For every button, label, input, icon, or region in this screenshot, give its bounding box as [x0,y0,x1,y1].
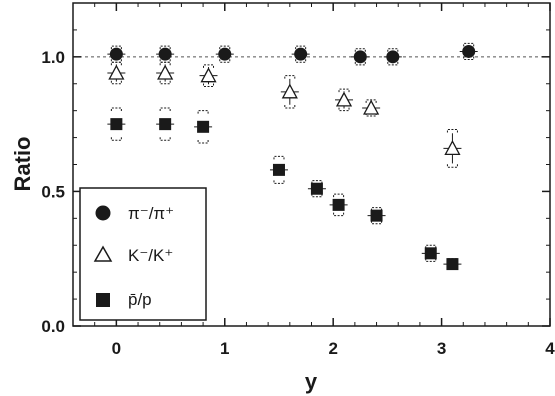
proton-point-sys-lower [371,220,383,225]
kaon-point-sys-lower [446,164,458,168]
x-tick-label: 4 [545,339,555,358]
proton-point [370,209,383,222]
kaon-point-sys-lower [110,80,122,85]
proton-point [110,118,123,131]
pion-point-sys-lower [295,59,307,63]
legend: π⁻/π⁺ K⁻/K⁺ p̄/p [79,187,207,321]
proton-point-sys-upper [311,180,323,184]
pion-point-sys-lower [387,61,399,66]
proton-point [310,182,323,195]
kaon-point-sys-upper [159,61,171,66]
kaon-point-sys-lower [284,104,296,109]
legend-marker-kaon [93,245,113,262]
y-axis-title: Ratio [10,137,35,192]
proton-point [197,120,210,133]
proton-point-sys-lower [273,180,285,184]
kaon-point-sys-upper [338,88,350,93]
pion-point-sys-upper [354,48,366,52]
y-tick-label: 0.5 [41,182,65,201]
kaon-point [108,64,125,80]
pion-point [462,44,476,58]
pion-point [386,50,400,64]
proton-point-sys-upper [333,193,345,198]
proton-point-sys-upper [371,207,383,211]
pion-point-sys-upper [110,45,122,50]
pion-point [353,50,367,64]
proton-point [159,118,172,131]
kaon-point [363,99,380,115]
pion-point-sys-lower [219,59,231,63]
legend-label-pion: π⁻/π⁺ [128,204,174,223]
y-tick-label: 0.0 [41,317,65,336]
x-axis-title: y [305,369,318,394]
kaon-point-sys-upper [203,64,215,68]
kaon-point [281,83,298,99]
pion-point-sys-upper [295,45,307,50]
pion-point-sys-lower [463,56,475,61]
kaon-point [335,91,353,107]
x-tick-label: 3 [437,339,446,358]
kaon-point-sys-lower [338,107,350,112]
kaon-point-sys-upper [110,61,122,66]
proton-point-sys-lower [333,212,345,217]
pion-point [109,47,123,61]
pion-point-sys-upper [387,48,399,52]
pion-point-sys-upper [219,45,231,50]
legend-marker-proton [96,293,110,307]
pion-point [218,47,232,61]
y-tick-label: 1.0 [41,48,65,67]
proton-point [446,258,459,271]
x-tick-label: 0 [112,339,121,358]
proton-point-sys-lower [425,258,437,262]
proton-point-sys-lower [110,137,122,141]
axis-tick-labels: 0 1 2 3 4 0.0 0.5 1.0 [41,48,555,358]
proton-point-sys-upper [159,107,171,111]
proton-point-sys-lower [197,139,209,144]
pion-point-sys-lower [354,61,366,66]
pion-point [158,47,172,61]
pion-point-sys-upper [463,42,475,47]
legend-label-proton: p̄/p [128,290,152,309]
pion-point [294,47,308,61]
proton-point-sys-lower [159,137,171,141]
proton-point-sys-upper [197,110,209,114]
proton-point [332,198,345,211]
proton-point-sys-lower [311,193,323,198]
legend-label-kaon: K⁻/K⁺ [128,246,173,265]
data-points [107,42,478,271]
kaon-point [200,67,217,83]
kaon-point-sys-lower [203,83,215,87]
proton-point [424,247,437,260]
kaon-point [157,64,174,80]
axis-ticks [72,3,551,327]
kaon-point-sys-upper [446,129,458,133]
legend-marker-pion [95,205,111,221]
x-tick-label: 1 [220,339,229,358]
kaon-point [444,139,461,156]
proton-point-sys-upper [273,155,285,160]
proton-point [272,163,285,176]
proton-point-sys-upper [110,107,122,111]
kaon-point-sys-lower [159,80,171,85]
proton-point-sys-upper [425,244,437,249]
x-tick-label: 2 [328,339,337,358]
pion-point-sys-upper [159,45,171,50]
kaon-point-sys-upper [284,75,296,79]
